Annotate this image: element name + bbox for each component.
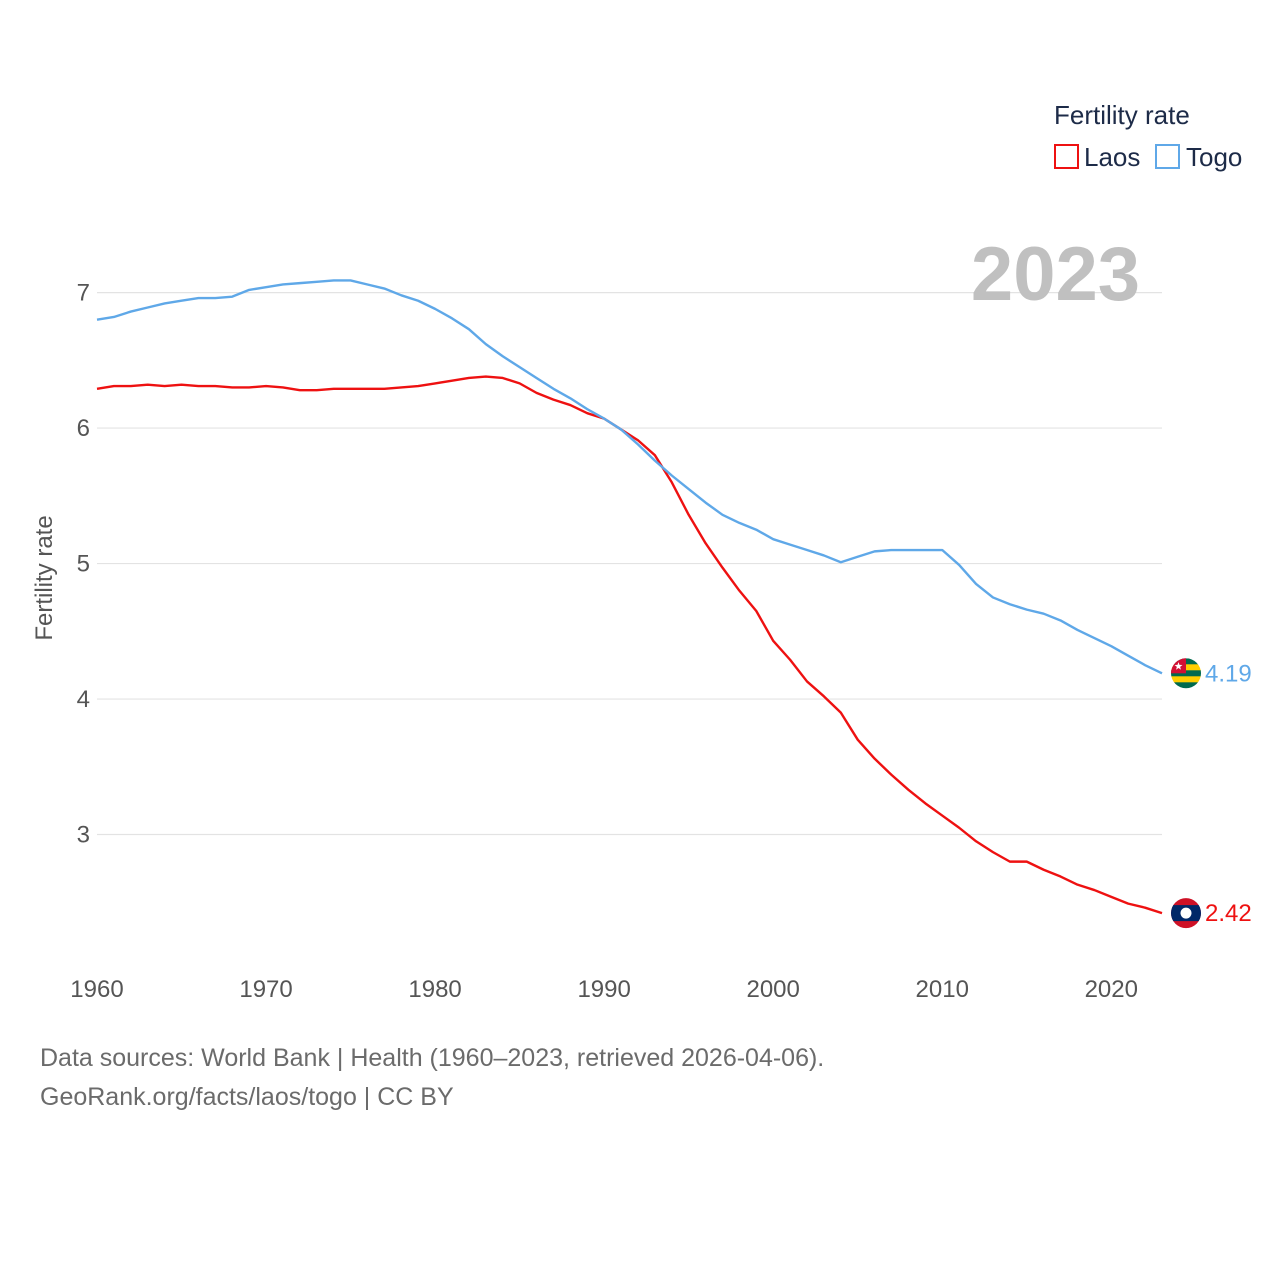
y-tick-label-3: 3 — [77, 822, 90, 849]
y-tick-label-7: 7 — [77, 280, 90, 307]
legend-title: Fertility rate — [1054, 100, 1190, 130]
laos-flag-icon — [1171, 898, 1201, 929]
current-year-label: 2023 — [971, 232, 1140, 317]
x-tick-label-1980: 1980 — [408, 976, 461, 1003]
x-tick-label-2010: 2010 — [916, 976, 969, 1003]
y-tick-label-4: 4 — [77, 686, 90, 713]
footer-attribution-link[interactable]: GeoRank.org/facts/laos/togo | CC BY — [40, 1083, 454, 1111]
legend-swatch-togo — [1155, 144, 1180, 169]
x-tick-label-1970: 1970 — [239, 976, 292, 1003]
x-tick-label-1990: 1990 — [577, 976, 630, 1003]
series-line-laos — [96, 375, 1163, 915]
legend-item-togo[interactable]: Togo — [1155, 142, 1242, 172]
end-value-label-laos: 2.42 — [1205, 900, 1252, 927]
x-axis-ticks: 1960 1970 1980 1990 2000 2010 2020 — [70, 976, 1138, 1003]
y-axis-title: Fertility rate — [31, 515, 58, 640]
footer-data-sources: Data sources: World Bank | Health (1960–… — [40, 1044, 825, 1072]
gridlines — [97, 292, 1162, 836]
end-value-label-togo: 4.19 — [1205, 660, 1252, 687]
y-tick-label-6: 6 — [77, 415, 90, 442]
series-endpoints: 2.42 4.19 — [1171, 658, 1252, 929]
legend-item-laos[interactable]: Laos — [1054, 142, 1140, 172]
togo-flag-icon — [1171, 658, 1201, 689]
y-tick-label-5: 5 — [77, 551, 90, 578]
legend-label-togo: Togo — [1186, 142, 1242, 172]
legend-label-laos: Laos — [1084, 142, 1140, 172]
fertility-rate-chart: 3 4 5 6 7 1960 1970 1980 1990 2000 2010 2020 Ferti… — [31, 100, 1252, 1003]
x-tick-label-2020: 2020 — [1085, 976, 1138, 1003]
legend: Fertility rate Laos Togo — [1054, 100, 1242, 172]
legend-swatch-laos — [1054, 144, 1079, 169]
y-axis-ticks: 3 4 5 6 7 — [77, 280, 90, 849]
series-lines — [96, 279, 1163, 915]
x-tick-label-2000: 2000 — [746, 976, 799, 1003]
x-tick-label-1960: 1960 — [70, 976, 123, 1003]
series-line-togo — [96, 279, 1163, 675]
